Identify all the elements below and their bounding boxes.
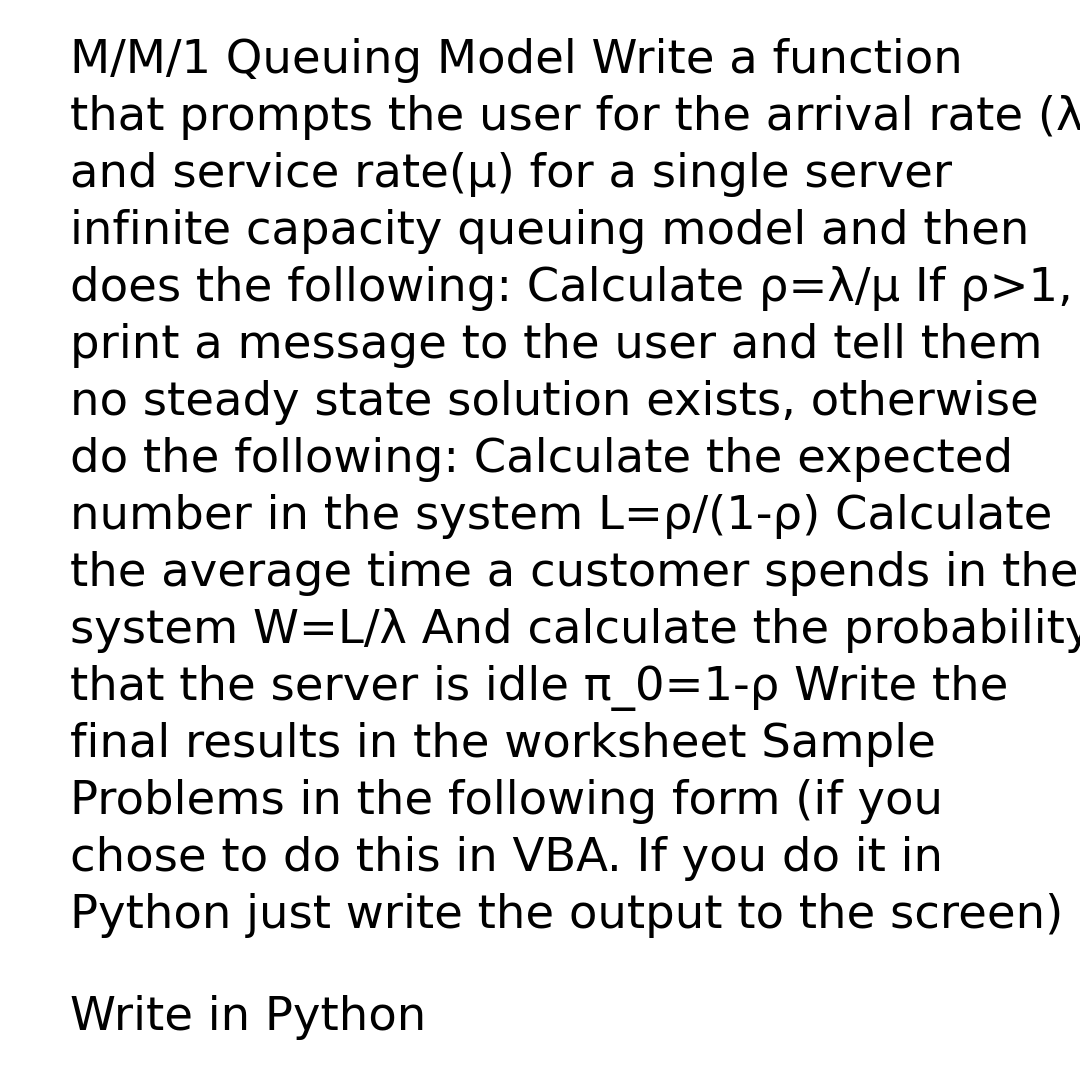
Text: number in the system L=ρ/(1-ρ) Calculate: number in the system L=ρ/(1-ρ) Calculate xyxy=(70,494,1052,540)
Text: final results in the worksheet Sample: final results in the worksheet Sample xyxy=(70,722,936,767)
Text: the average time a customer spends in the: the average time a customer spends in th… xyxy=(70,551,1079,596)
Text: do the following: Calculate the expected: do the following: Calculate the expected xyxy=(70,437,1013,482)
Text: Python just write the output to the screen): Python just write the output to the scre… xyxy=(70,893,1063,938)
Text: that prompts the user for the arrival rate (λ): that prompts the user for the arrival ra… xyxy=(70,95,1080,140)
Text: does the following: Calculate ρ=λ/μ If ρ>1,: does the following: Calculate ρ=λ/μ If ρ… xyxy=(70,267,1072,311)
Text: infinite capacity queuing model and then: infinite capacity queuing model and then xyxy=(70,209,1029,254)
Text: chose to do this in VBA. If you do it in: chose to do this in VBA. If you do it in xyxy=(70,836,943,880)
Text: Write in Python: Write in Python xyxy=(70,995,427,1040)
Text: print a message to the user and tell them: print a message to the user and tell the… xyxy=(70,323,1042,368)
Text: system W=L/λ And calculate the probability: system W=L/λ And calculate the probabili… xyxy=(70,607,1080,653)
Text: no steady state solution exists, otherwise: no steady state solution exists, otherwi… xyxy=(70,380,1039,425)
Text: Problems in the following form (if you: Problems in the following form (if you xyxy=(70,779,943,824)
Text: M/M/1 Queuing Model Write a function: M/M/1 Queuing Model Write a function xyxy=(70,38,962,83)
Text: that the server is idle π_0=1-ρ Write the: that the server is idle π_0=1-ρ Write th… xyxy=(70,665,1009,711)
Text: and service rate(μ) for a single server: and service rate(μ) for a single server xyxy=(70,152,953,197)
